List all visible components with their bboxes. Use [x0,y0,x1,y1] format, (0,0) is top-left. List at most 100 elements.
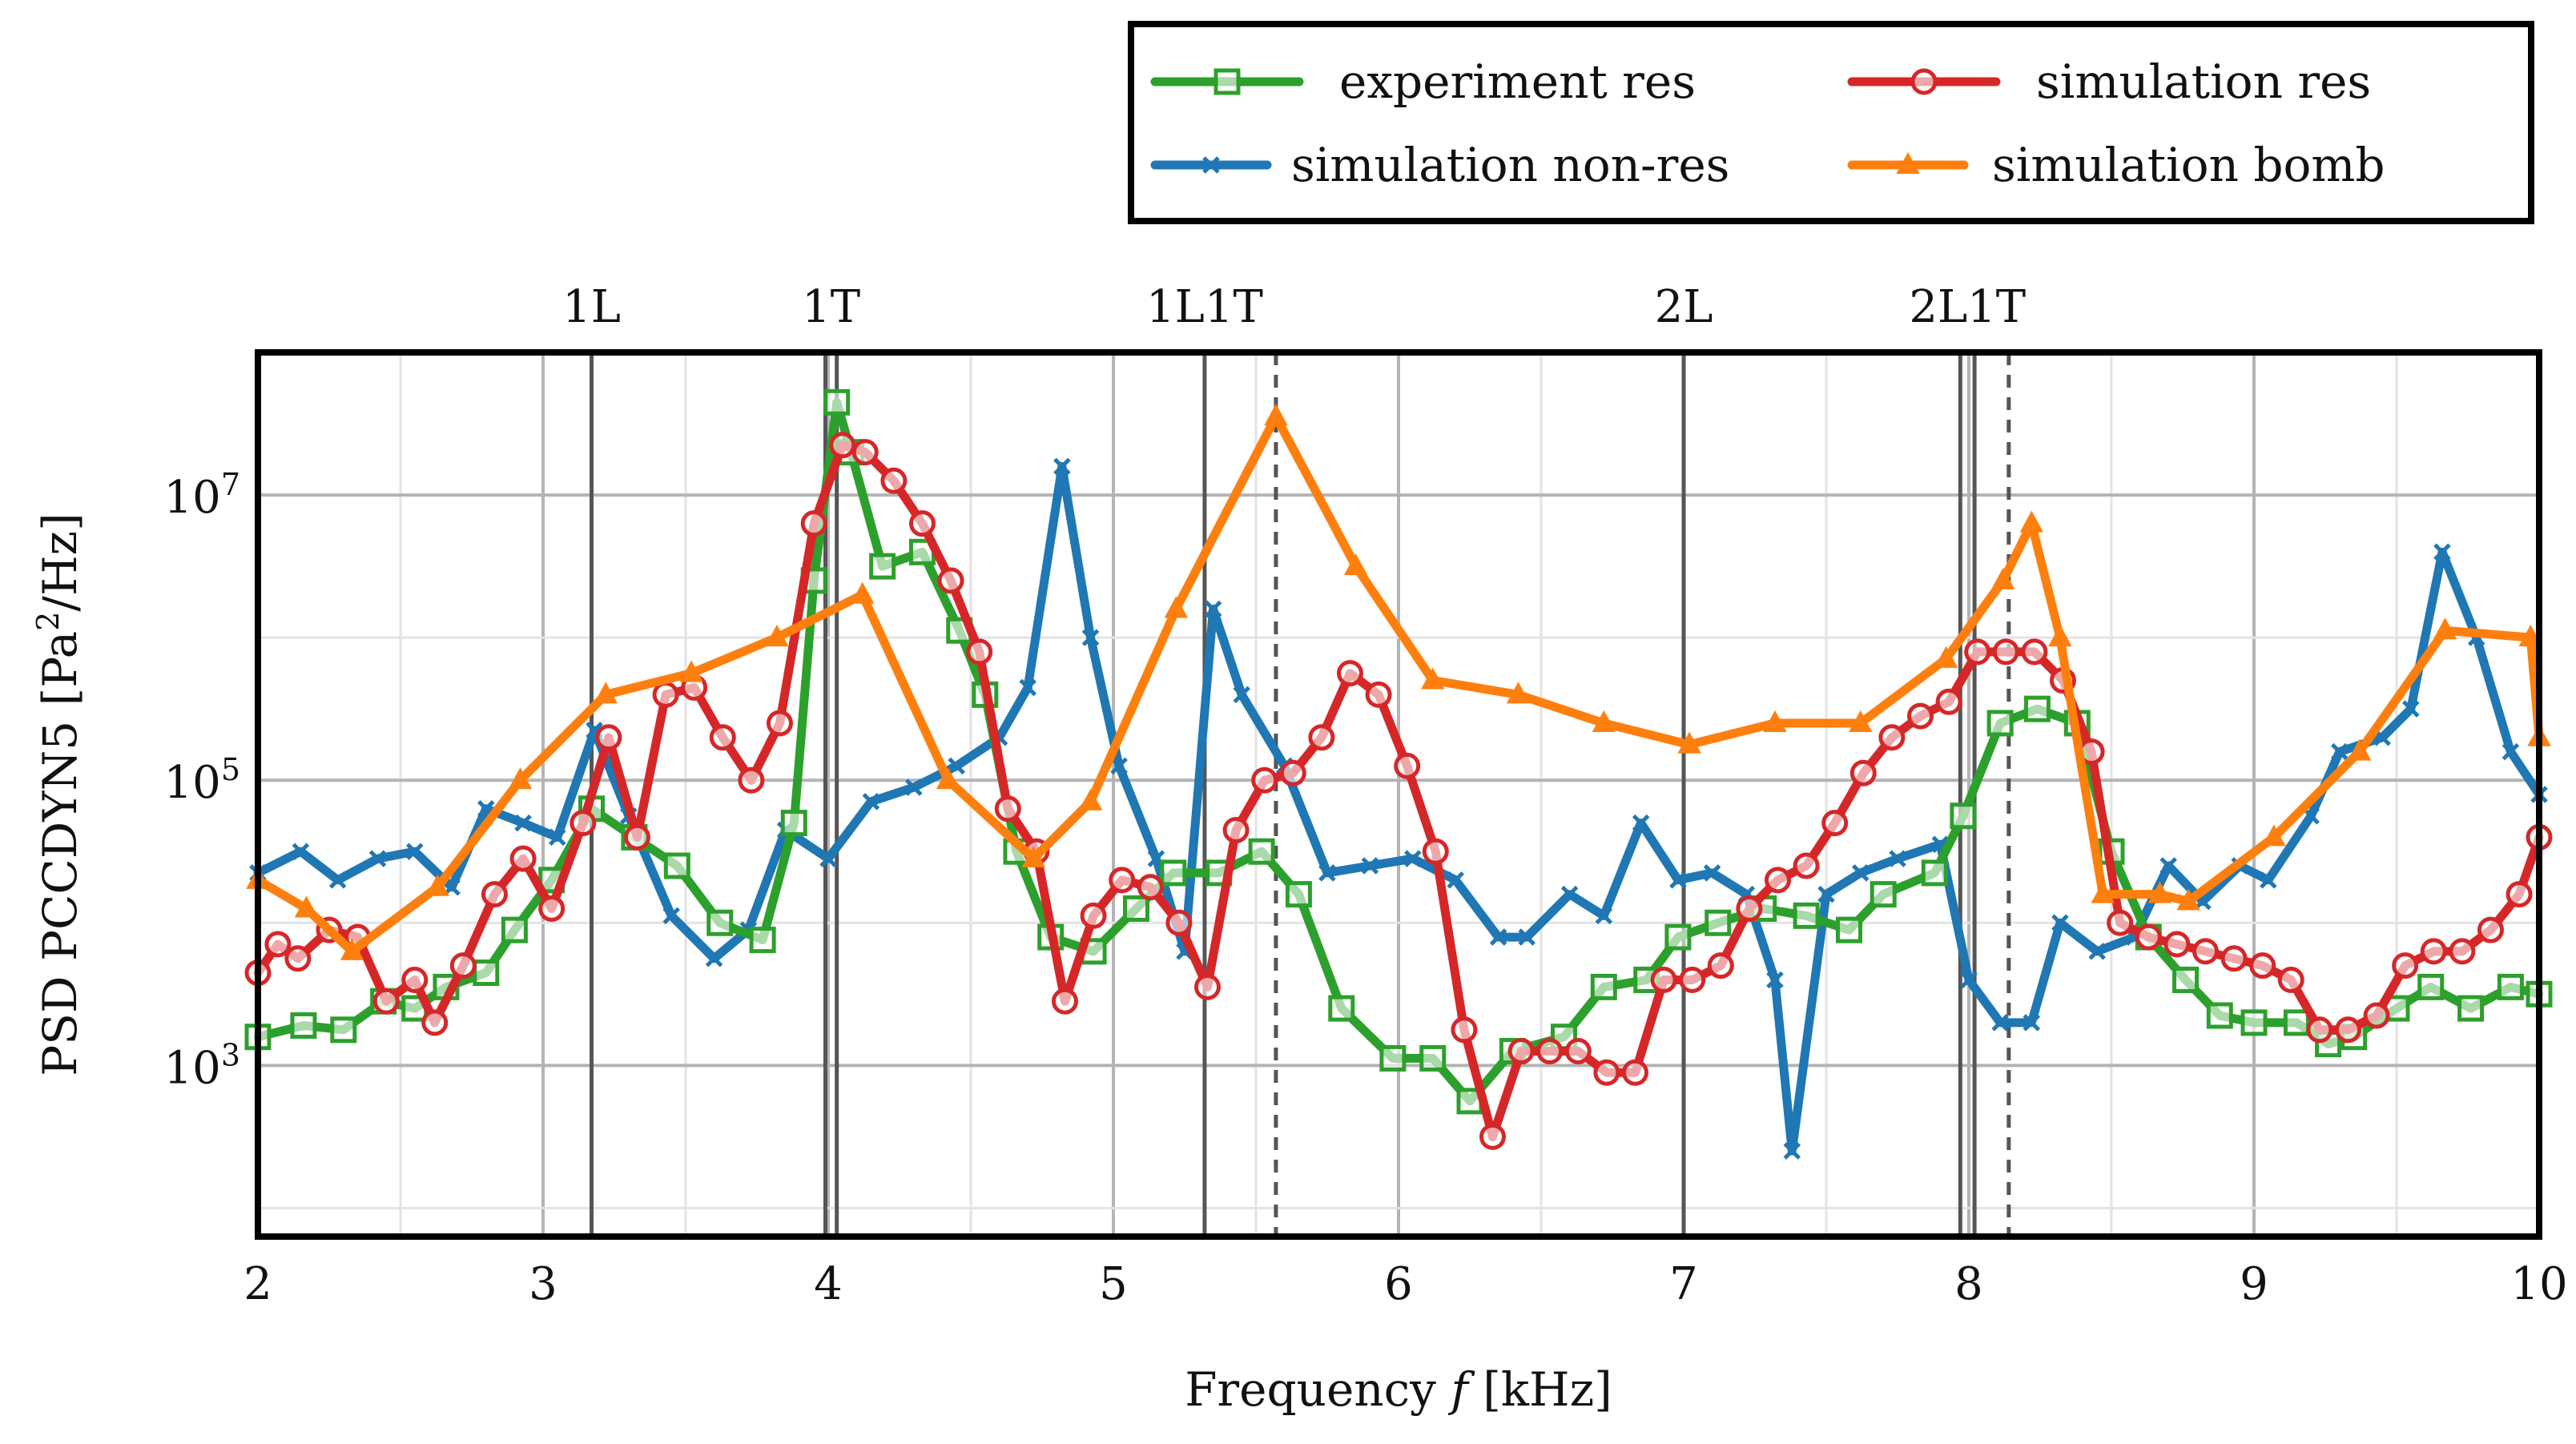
series [244,388,2553,1160]
data-point-x [1595,907,1613,925]
data-point-circle [1080,902,1107,929]
data-point-x [1053,457,1071,476]
data-point-square [2283,1009,2310,1036]
data-point-circle [1964,638,1991,666]
x-axis-label: Frequency f [kHz] [1185,1362,1612,1417]
data-point-circle [1906,702,1934,730]
data-point-circle [2135,923,2162,951]
data-point-x [1489,928,1507,946]
data-point-x [1669,871,1687,889]
data-point-x [705,950,723,967]
data-point-x [1560,885,1579,903]
data-point-x [1361,857,1379,875]
data-point-square [2497,973,2524,1000]
data-point-circle [2163,931,2191,958]
data-point-x [1318,864,1336,882]
data-point-triangle [2091,881,2115,903]
data-point-circle [2306,1016,2333,1044]
data-point-circle [2506,881,2533,908]
data-point-circle [1336,660,1363,687]
data-point-circle [1764,867,1791,894]
data-point-circle [908,510,936,537]
data-point-x [662,907,680,925]
data-point-circle [652,681,679,708]
data-point-x [1202,156,1220,174]
data-point-circle [2363,1002,2390,1029]
data-point-x [1518,928,1536,946]
data-point-square [473,959,500,987]
series-line [253,440,2544,1141]
data-point-square [1950,802,1977,830]
data-point-circle [1536,1038,1564,1065]
data-point-triangle [1934,646,1958,668]
data-point-x [1991,1014,2009,1032]
data-point-circle [1193,973,1221,1000]
data-point-circle [1308,724,1335,751]
data-point-circle [372,987,400,1015]
data-point-circle [2420,938,2447,965]
data-point-x [1960,971,1978,989]
data-point-circle [623,823,650,851]
data-point-triangle [936,767,960,790]
data-point-circle [1621,1059,1648,1086]
data-point-triangle [2176,888,2200,911]
y-axis-label: PSD PCCDYN5 [Pa2/Hz] [30,513,87,1076]
data-point-circle [1650,966,1677,993]
data-point-circle [1910,68,1938,95]
data-point-x [328,871,347,889]
data-point-circle [1736,895,1763,922]
data-point-square [908,538,936,565]
data-point-circle [2220,945,2248,972]
data-point-square [1986,710,2014,737]
data-point-square [1214,68,1241,95]
data-point-x [1783,1142,1801,1160]
data-point-triangle [1896,151,1920,174]
data-point-square [1160,859,1187,887]
data-point-circle [1793,852,1820,879]
data-point-x [292,843,310,860]
data-point-square [1590,973,1617,1000]
data-point-circle [449,952,477,979]
data-point-square [1328,995,1355,1022]
data-point-triangle [425,874,449,896]
data-point-x [1081,629,1100,646]
data-point-triangle [1763,710,1787,732]
data-point-circle [937,567,964,594]
data-point-x [2331,742,2349,761]
legend-entry-simulation-res: simulation res [1847,54,2371,109]
data-point-square [1793,902,1820,929]
data-point-circle [1251,766,1278,794]
data-point-circle [1222,817,1250,844]
data-point-triangle [1506,682,1531,704]
data-point-square [1248,838,1275,865]
data-point-square [869,553,896,580]
data-point-circle [851,439,879,466]
legend-label: simulation res [2036,54,2371,109]
data-point-square [1285,881,1312,908]
data-point-circle [1165,909,1193,936]
data-point-triangle [851,581,875,604]
data-point-circle [2449,938,2476,965]
data-point-circle [1451,1016,1478,1044]
mode-label: 2L1T [1909,281,2026,333]
data-point-circle [1564,1038,1592,1065]
data-point-triangle [1164,596,1188,618]
data-point-triangle [2048,625,2072,647]
data-point-x [1110,757,1128,775]
data-point-circle [1479,1123,1506,1150]
data-point-circle [709,724,736,751]
data-point-circle [880,467,908,494]
data-point-triangle [294,895,319,918]
data-point-x [2433,543,2451,561]
data-point-circle [1992,638,2019,666]
data-point-x [862,793,880,810]
x-tick-label: 9 [2240,1258,2268,1310]
legend-label: simulation bomb [1992,138,2385,192]
data-point-triangle [1991,567,2015,589]
data-point-circle [570,810,597,837]
data-point-triangle [594,682,618,704]
data-point-x [1019,678,1036,697]
data-point-triangle [340,938,364,960]
data-point-triangle [2433,617,2457,640]
